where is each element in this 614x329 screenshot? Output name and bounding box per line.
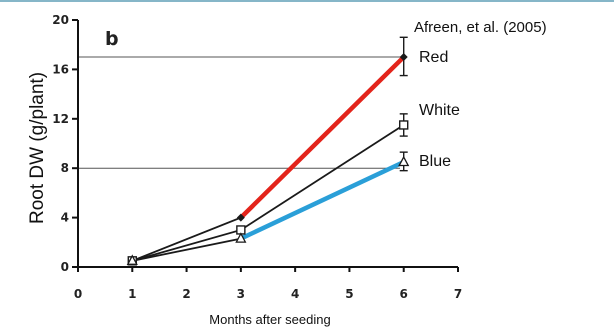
y-tick-label-16: 16 — [52, 62, 69, 76]
y-tick-label-8: 8 — [61, 161, 69, 175]
data-markers — [126, 53, 410, 266]
y-tick-label-4: 4 — [61, 211, 69, 225]
y-tick-label-0: 0 — [61, 260, 69, 274]
marker-red-3 — [236, 213, 245, 222]
x-axis-title: Months after seeding — [209, 312, 330, 327]
marker-white-6 — [399, 120, 409, 130]
y-axis-title: Root DW (g/plant) — [27, 72, 48, 224]
reference-lines — [78, 56, 400, 169]
series-label-red: Red — [419, 49, 448, 66]
highlight-line-blue — [238, 159, 406, 241]
citation: Afreen, et al. (2005) — [414, 19, 547, 36]
series-label-blue: Blue — [419, 153, 451, 170]
top-border — [0, 0, 614, 2]
marker-red-6 — [399, 53, 408, 62]
series-label-white: White — [419, 102, 460, 119]
x-tick-label-3: 3 — [237, 287, 245, 301]
x-tick-label-5: 5 — [345, 287, 353, 301]
y-tick-label-12: 12 — [52, 112, 69, 126]
y-tick-label-20: 20 — [52, 13, 69, 27]
highlight-line-red — [238, 54, 406, 220]
line-red — [131, 56, 405, 262]
axes — [72, 19, 459, 272]
panel-letter: b — [105, 28, 119, 50]
marker-blue-6 — [398, 155, 410, 167]
x-tick-label-0: 0 — [74, 287, 82, 301]
x-tick-label-1: 1 — [128, 287, 136, 301]
x-tick-label-2: 2 — [182, 287, 190, 301]
x-tick-label-7: 7 — [454, 287, 462, 301]
x-tick-label-6: 6 — [400, 287, 408, 301]
marker-blue-3 — [235, 232, 247, 243]
marker-blue-1 — [126, 254, 138, 265]
x-tick-label-4: 4 — [291, 287, 299, 301]
highlight-lines — [238, 54, 406, 241]
